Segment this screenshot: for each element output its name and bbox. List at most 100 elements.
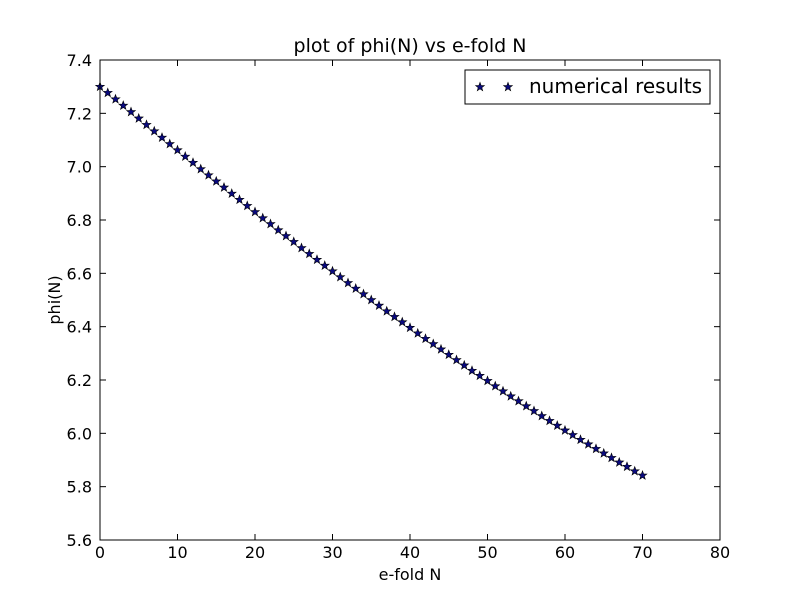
data-point — [335, 271, 346, 282]
y-tick-label: 7.2 — [67, 104, 92, 123]
legend: numerical results — [464, 69, 711, 105]
x-tick-label: 40 — [400, 543, 420, 562]
data-point — [497, 385, 509, 396]
data-point — [629, 465, 640, 476]
data-point — [443, 349, 454, 360]
x-tick-label: 20 — [245, 543, 265, 562]
data-point — [327, 265, 338, 276]
y-tick-label: 6.6 — [67, 264, 92, 283]
data-point — [304, 248, 315, 259]
data-point — [389, 311, 400, 322]
data-point — [149, 125, 160, 136]
data-point — [311, 254, 323, 265]
data-point — [280, 230, 292, 241]
data-point — [242, 200, 253, 211]
data-point — [474, 370, 485, 381]
data-point — [180, 151, 191, 161]
data-point — [412, 327, 423, 338]
data-point — [203, 169, 214, 180]
data-point — [420, 333, 431, 344]
data-point — [606, 452, 617, 463]
data-point — [552, 420, 563, 431]
x-axis-title: e-fold N — [379, 565, 442, 584]
data-point — [141, 119, 152, 130]
legend-star-marker — [474, 81, 486, 92]
data-point — [226, 188, 237, 199]
y-tick-label: 6.8 — [67, 211, 92, 230]
data-point — [466, 365, 478, 376]
data-point — [428, 338, 439, 349]
data-point — [536, 410, 547, 421]
data-point — [102, 87, 113, 98]
data-point — [373, 300, 385, 311]
data-point — [172, 144, 183, 155]
legend-star-marker — [502, 81, 514, 92]
data-point — [288, 236, 299, 247]
data-point — [590, 443, 602, 454]
data-point — [397, 316, 408, 327]
data-point — [257, 212, 268, 223]
data-point — [482, 375, 493, 386]
data-point — [381, 305, 392, 316]
data-point — [211, 175, 222, 186]
data-point — [342, 277, 354, 288]
data-point — [195, 163, 206, 174]
data-point — [319, 260, 330, 271]
data-point — [451, 354, 462, 365]
y-axis-title: phi(N) — [45, 275, 64, 324]
y-tick-label: 6.4 — [67, 318, 92, 337]
x-tick-label: 70 — [632, 543, 652, 562]
data-point — [218, 181, 230, 192]
data-point — [567, 429, 578, 440]
y-axis-ticks: 5.6 5.8 6.0 6.2 6.4 6.6 6.8 7.0 7.2 7.4 — [67, 51, 720, 550]
data-point — [521, 400, 532, 411]
y-tick-label: 6.0 — [67, 424, 92, 443]
data-point — [273, 224, 284, 235]
chart-title: plot of phi(N) vs e-fold N — [294, 35, 527, 57]
data-point — [110, 93, 121, 104]
data-point — [133, 112, 144, 123]
x-tick-label: 80 — [710, 543, 730, 562]
data-point — [404, 322, 416, 333]
data-point — [156, 132, 168, 143]
x-axis-ticks: 0 10 20 30 40 50 60 70 80 — [95, 60, 730, 562]
data-point — [358, 288, 369, 299]
data-point — [637, 469, 648, 480]
data-point — [583, 438, 594, 449]
data-point — [621, 461, 633, 472]
data-point — [296, 242, 307, 253]
data-point — [366, 294, 377, 305]
y-tick-label: 5.6 — [67, 531, 92, 550]
legend-label: numerical results — [529, 74, 702, 98]
data-point — [575, 434, 586, 445]
data-point — [435, 343, 447, 354]
x-tick-label: 30 — [322, 543, 342, 562]
data-markers — [94, 81, 648, 480]
data-point — [234, 194, 245, 205]
y-tick-label: 7.4 — [67, 51, 92, 70]
x-tick-label: 0 — [95, 543, 105, 562]
data-point — [559, 424, 571, 435]
data-point — [505, 390, 516, 401]
y-tick-label: 6.2 — [67, 371, 92, 390]
data-point — [614, 456, 625, 467]
y-tick-label: 5.8 — [67, 478, 92, 497]
data-point — [265, 218, 276, 229]
legend-marker — [474, 81, 514, 92]
data-point — [513, 395, 524, 406]
data-point — [125, 106, 137, 117]
data-point — [544, 415, 555, 426]
data-point — [118, 100, 129, 111]
data-point — [350, 283, 361, 293]
y-tick-label: 7.0 — [67, 158, 92, 177]
data-point — [187, 157, 199, 168]
data-point — [598, 447, 609, 458]
data-point — [528, 405, 540, 416]
x-tick-label: 60 — [555, 543, 575, 562]
x-tick-label: 10 — [167, 543, 187, 562]
data-point — [490, 380, 501, 391]
x-tick-label: 50 — [477, 543, 497, 562]
data-point — [459, 359, 470, 370]
data-point — [164, 138, 175, 149]
